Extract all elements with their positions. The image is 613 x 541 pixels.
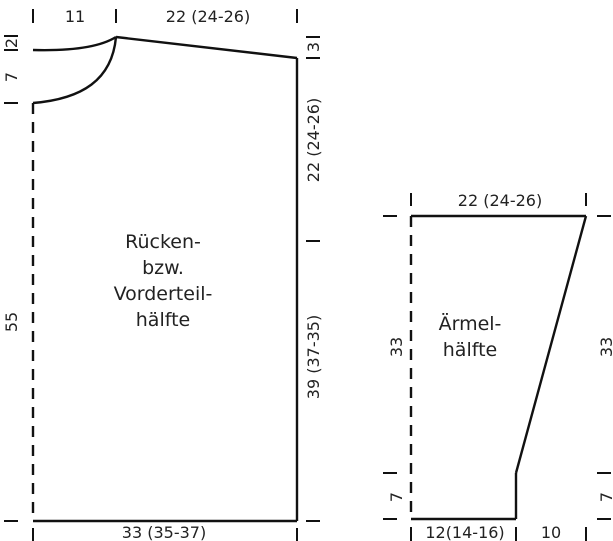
sleeve-piece: 22 (24-26) 33 7 33 7 12(14-16) 10 Ärmel-… — [383, 191, 613, 541]
dim-right-shoulder-slope: 3 — [304, 42, 323, 52]
dim-top-shoulder: 22 (24-26) — [166, 7, 250, 26]
sleeve-underarm-line — [514, 215, 588, 474]
sleeve-dim-left-upper: 33 — [387, 337, 406, 357]
dim-right-side: 39 (37-35) — [304, 315, 323, 399]
back-piece-title-line-2: bzw. — [142, 257, 184, 279]
back-piece-title-line-3: Vorderteil- — [114, 283, 213, 305]
sleeve-title-line-1: Ärmel- — [439, 312, 502, 335]
sleeve-dim-left-cuff: 7 — [387, 492, 406, 502]
sleeve-dim-right-cuff: 7 — [597, 492, 613, 502]
back-front-piece: 11 22 (24-26) 2 7 55 3 22 (24-26) 39 (37… — [2, 7, 323, 541]
dim-bottom-width: 33 (35-37) — [122, 523, 206, 541]
sleeve-dim-top-width: 22 (24-26) — [458, 191, 542, 210]
dim-left-neck-drop: 2 — [2, 38, 21, 48]
sleeve-dim-bottom-width: 12(14-16) — [425, 523, 504, 541]
back-piece-title-line-1: Rücken- — [125, 231, 201, 253]
sleeve-title-line-2: hälfte — [443, 339, 497, 361]
back-piece-title-line-4: hälfte — [136, 309, 190, 331]
dim-left-total: 55 — [2, 312, 21, 332]
back-neckline-upper — [32, 35, 117, 52]
dim-top-neck: 11 — [65, 7, 85, 26]
dim-right-armhole: 22 (24-26) — [304, 98, 323, 182]
sleeve-dim-right-upper: 33 — [597, 337, 613, 357]
sleeve-dim-bottom-extra: 10 — [541, 523, 561, 541]
back-shoulder-line — [115, 35, 298, 60]
dim-left-neck-depth: 7 — [2, 72, 21, 82]
back-neckline-lower — [32, 36, 118, 105]
